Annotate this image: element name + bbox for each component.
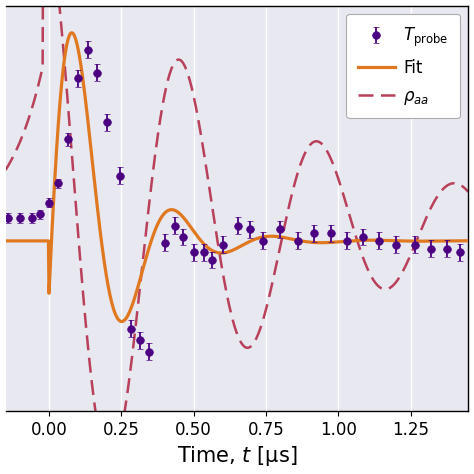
- Fit: [285, 236, 291, 241]
- $\rho_{aa}$: [285, 209, 291, 215]
- $\rho_{aa}$: [107, 459, 113, 465]
- $\rho_{aa}$: [355, 239, 361, 245]
- Fit: [118, 319, 124, 324]
- Fit: [31, 238, 37, 244]
- X-axis label: Time, $t$ [μs]: Time, $t$ [μs]: [177, 445, 297, 468]
- Fit: [299, 238, 304, 244]
- Fit: [69, 30, 74, 36]
- $\rho_{aa}$: [402, 264, 408, 269]
- $\rho_{aa}$: [465, 189, 471, 195]
- $\rho_{aa}$: [3, 167, 9, 173]
- Fit: [402, 238, 408, 244]
- Fit: [273, 234, 278, 239]
- $\rho_{aa}$: [299, 158, 304, 164]
- Fit: [355, 237, 361, 243]
- Fit: [3, 238, 9, 244]
- $\rho_{aa}$: [273, 265, 278, 271]
- $\rho_{aa}$: [31, 99, 37, 104]
- Line: Fit: Fit: [6, 33, 468, 321]
- Fit: [465, 238, 471, 244]
- Legend: $T_{\mathrm{probe}}$, Fit, $\rho_{aa}$: $T_{\mathrm{probe}}$, Fit, $\rho_{aa}$: [346, 14, 460, 118]
- Line: $\rho_{aa}$: $\rho_{aa}$: [6, 0, 468, 462]
